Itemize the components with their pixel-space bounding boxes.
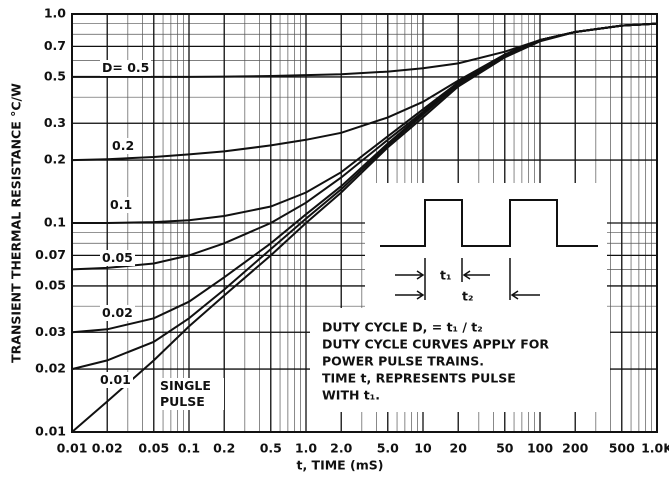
series-label: 0.2 [110,138,137,154]
x-tick-label: 500 [609,441,635,456]
x-tick-label: 0.01 [57,441,88,456]
y-axis-label: TRANSIENT THERMAL RESISTANCE °C/W [9,83,24,363]
x-tick-label: 5.0 [377,441,399,456]
y-tick-label: 0.01 [35,424,66,439]
series-label: 0.05 [100,250,135,266]
x-tick-label: 0.02 [92,441,123,456]
x-tick-label: 0.2 [213,441,235,456]
inset-box [310,308,610,412]
inset-text-line: WITH t₁. [322,388,380,403]
x-tick-label: 200 [562,441,588,456]
x-tick-label: 0.5 [260,441,282,456]
arrows [395,258,540,300]
series-label: SINGLE PULSE [158,378,224,410]
inset-text-line: DUTY CYCLE D, = t₁ / t₂ [322,320,483,335]
x-tick-label: 0.1 [178,441,200,456]
x-tick-label: 20 [450,441,468,456]
t1-label: t₁ [440,268,451,283]
y-tick-label: 0.07 [35,247,66,262]
x-tick-label: 0.05 [138,441,169,456]
inset-text-line: TIME t, REPRESENTS PULSE [322,371,516,386]
series-label: D= 0.5 [100,60,152,76]
y-tick-label: 1.0 [44,6,66,21]
x-tick-label: 10 [414,441,432,456]
series-label: 0.01 [98,372,133,388]
inset-text: DUTY CYCLE D, = t₁ / t₂ DUTY CYCLE CURVES… [322,320,549,403]
y-tick-label: 0.1 [44,215,66,230]
x-tick-label: 100 [527,441,553,456]
ticks: 0.01 0.02 0.05 0.1 0.2 0.5 1.0 2.0 5.0 10 20 50 100 2… [35,6,669,456]
inset-text-line: POWER PULSE TRAINS. [322,354,484,369]
y-tick-label: 0.05 [35,277,66,292]
x-tick-label: 2.0 [330,441,352,456]
pulse-waveform [380,199,598,247]
y-tick-label: 0.03 [35,324,66,339]
plot-frame [71,13,658,433]
x-axis-label: t, TIME (mS) [296,458,383,473]
y-tick-label: 0.3 [44,115,66,130]
curves [71,22,658,433]
x-tick-label: 50 [496,441,514,456]
y-tick-label: 0.2 [44,152,66,167]
series-label: 0.02 [100,305,135,321]
inset-text-line: DUTY CYCLE CURVES APPLY FOR [322,337,549,352]
t2-label: t₂ [462,289,473,304]
x-tick-label: 1.0K [641,441,669,456]
y-tick-label: 0.5 [44,68,66,83]
y-tick-label: 0.02 [35,361,66,376]
y-tick-label: 0.7 [44,38,66,53]
curve [71,22,658,433]
x-tick-label: 1.0 [295,441,317,456]
series-label: 0.1 [108,197,135,213]
